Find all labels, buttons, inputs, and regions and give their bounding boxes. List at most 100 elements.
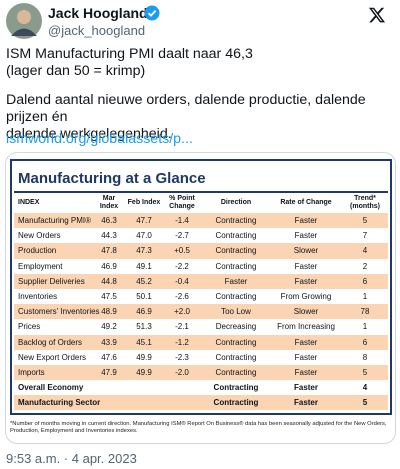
table-cell: 6 xyxy=(342,334,388,350)
table-cell: Faster xyxy=(270,364,342,381)
table-cell: 5 xyxy=(342,213,388,229)
table-cell: Contracting xyxy=(202,243,270,259)
table-row: Production 47.8 47.3 +0.5 Contracting Slower 4 xyxy=(14,243,388,259)
table-cell: Faster xyxy=(270,273,342,289)
table-cell: Inventories xyxy=(18,292,58,302)
table-cell: Faster xyxy=(294,231,318,241)
table-row: Manufacturing Sector Contracting Faster 5 xyxy=(14,395,388,411)
header-cell: INDEX xyxy=(14,191,92,213)
table-row: Customers' Inventories 48.9 46.9 +2.0 Too Lo… xyxy=(14,304,388,320)
table-cell: Backlog of Orders xyxy=(14,334,92,350)
table-cell: Customers' Inventories xyxy=(14,304,100,320)
table-cell xyxy=(126,380,162,395)
table-cell: -1.4 xyxy=(162,213,202,229)
table-cell: Slower xyxy=(270,304,342,320)
table-cell: Slower xyxy=(270,243,342,259)
table-cell: 49.9 xyxy=(126,364,162,381)
table-cell: 49.1 xyxy=(136,261,152,271)
table-cell: 45.1 xyxy=(126,334,162,350)
table-row: Manufacturing PMI® 46.3 47.7 -1.4 Contractin… xyxy=(14,213,388,229)
paragraph: Dalend aantal nieuwe orders, dalende pro… xyxy=(6,92,398,143)
table-cell: -2.0 xyxy=(162,364,202,381)
table-cell: 4 xyxy=(342,243,388,259)
table-cell: 48.9 xyxy=(92,304,126,320)
header-cell: Rate of Change xyxy=(270,191,342,213)
verified-badge xyxy=(144,5,160,21)
table-cell xyxy=(162,395,202,411)
table-cell: Contracting xyxy=(202,364,270,381)
table-cell: New Orders xyxy=(18,231,61,241)
table-cell: Faster xyxy=(202,273,270,289)
text-line: (lager dan 50 = krimp) xyxy=(6,63,146,79)
header-cell: Mar Index xyxy=(92,191,126,213)
avatar-face xyxy=(17,10,31,24)
table-cell: 45.2 xyxy=(126,273,162,289)
table-cell: 4 xyxy=(362,383,368,393)
table-cell: Contracting xyxy=(202,213,270,229)
table-row: Employment 46.9 49.1 -2.2 Contracting Faster 2 xyxy=(14,259,388,274)
text-line: Dalend aantal nieuwe orders, dalende pro… xyxy=(6,92,366,125)
table-cell: 2 xyxy=(362,261,368,271)
table-cell: Contracting xyxy=(215,261,257,271)
table-cell: 49.9 xyxy=(136,352,152,362)
table-row: Prices 49.2 51.3 -2.1 Decreasing From Increas… xyxy=(14,319,388,334)
x-logo[interactable] xyxy=(368,6,386,24)
table-footnote: *Number of months moving in current dire… xyxy=(10,421,387,434)
table-cell: 47.6 xyxy=(101,352,117,362)
table-cell: -2.7 xyxy=(175,231,189,241)
table-cell: 8 xyxy=(362,352,368,362)
table-cell: Too Low xyxy=(202,304,270,320)
header-cell: Direction xyxy=(202,191,270,213)
table-cell: +2.0 xyxy=(162,304,202,320)
table-cell: 6 xyxy=(342,273,388,289)
timestamp[interactable]: 9:53 a.m. · 4 apr. 2023 xyxy=(6,451,137,466)
table-cell: 47.5 xyxy=(101,292,117,302)
avatar[interactable] xyxy=(6,3,42,39)
table-cell: -1.2 xyxy=(162,334,202,350)
table-cell: Prices xyxy=(18,322,41,332)
table-cell: -0.4 xyxy=(162,273,202,289)
tweet-text: ISM Manufacturing PMI daalt naar 46,3 (la… xyxy=(6,46,398,155)
table-cell: New Export Orders xyxy=(18,352,87,362)
table-cell: -2.6 xyxy=(175,292,189,302)
table-cell: Overall Economy xyxy=(18,383,84,393)
table: INDEX Mar Index Feb Index% Point Change Dir… xyxy=(14,191,388,411)
table-title: Manufacturing at a Glance xyxy=(18,170,206,187)
table-cell: 46.3 xyxy=(92,213,126,229)
table-cell: Decreasing xyxy=(215,322,257,332)
author-handle[interactable]: @jack_hoogland xyxy=(48,23,146,38)
header-cell: Feb Index xyxy=(126,191,162,213)
table-row: Backlog of Orders 43.9 45.1 -1.2 Contracting… xyxy=(14,334,388,350)
table-cell: -2.1 xyxy=(175,322,189,332)
text-line: dalende werkgelegenheid. xyxy=(6,126,172,142)
author-name[interactable]: Jack Hoogland xyxy=(48,5,148,21)
table-cell: Contracting xyxy=(202,334,270,350)
table-cell: 47.0 xyxy=(136,231,152,241)
table-cell: 1 xyxy=(362,322,368,332)
table-cell: Imports xyxy=(14,364,92,381)
table-cell: -2.3 xyxy=(175,352,189,362)
table-cell: From Growing xyxy=(280,292,332,302)
table-row: Supplier Deliveries 44.8 45.2 -0.4 Faster Fas… xyxy=(14,273,388,289)
table-cell: Faster xyxy=(270,395,342,411)
avatar-body xyxy=(11,28,37,36)
table-cell: 47.3 xyxy=(126,243,162,259)
table-cell: 46.9 xyxy=(101,261,117,271)
table-cell: Supplier Deliveries xyxy=(14,273,92,289)
table-cell: Contracting xyxy=(202,395,270,411)
table-cell: 51.3 xyxy=(136,322,152,332)
tweet-image[interactable]: Manufacturing at a Glance INDEX Mar Index… xyxy=(5,152,396,444)
table-cell: Faster xyxy=(294,352,318,362)
table-cell: Contracting xyxy=(215,352,257,362)
table-row: Overall Economy Contracting Faster 4 xyxy=(14,380,388,395)
paragraph: ISM Manufacturing PMI daalt naar 46,3 (la… xyxy=(6,46,398,80)
table-cell: 47.9 xyxy=(92,364,126,381)
table-cell: +0.5 xyxy=(162,243,202,259)
table-cell: 5 xyxy=(342,395,388,411)
table-cell: Faster xyxy=(294,261,318,271)
table-cell: 47.8 xyxy=(92,243,126,259)
table-cell: Manufacturing Sector xyxy=(14,395,100,411)
tweet-link[interactable]: ismworld.org/globalassets/p... xyxy=(6,131,193,147)
table-cell: 5 xyxy=(342,364,388,381)
